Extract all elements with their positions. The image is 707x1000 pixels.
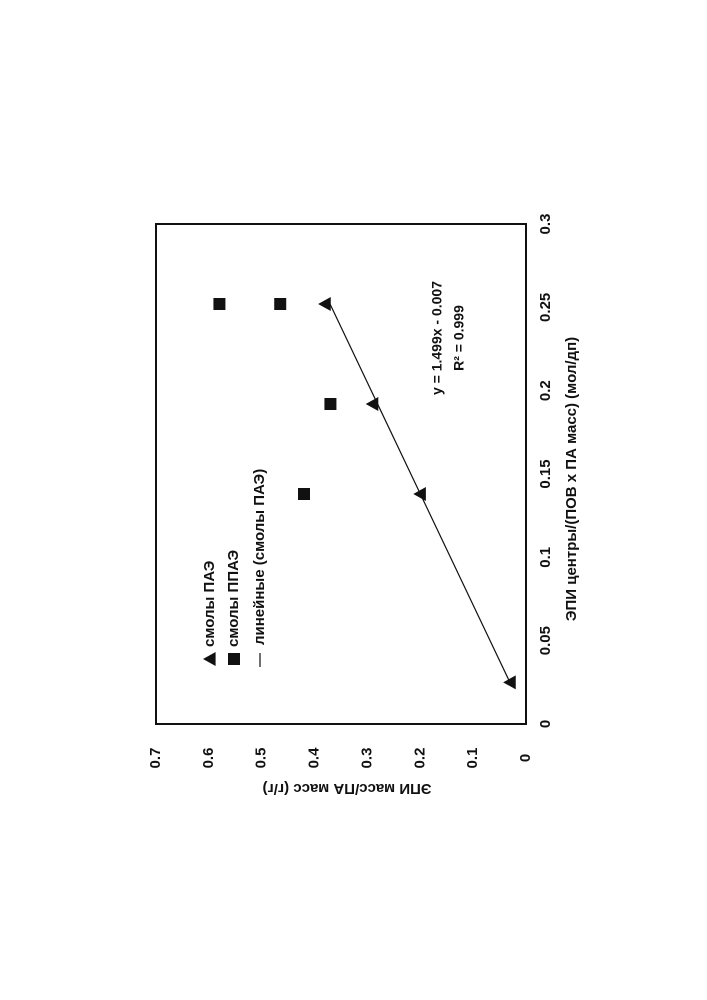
triangle-marker	[413, 487, 426, 501]
x-tick-label: 0.05	[537, 626, 554, 655]
x-tick-label: 0.2	[537, 380, 554, 401]
y-tick-label: 0.6	[200, 748, 217, 769]
x-tick-label: 0.3	[537, 214, 554, 235]
x-tick-label: 0.15	[537, 459, 554, 488]
legend-label: смолы ППАЭ	[225, 549, 242, 647]
legend-label: линейные (смолы ПАЭ)	[251, 469, 268, 645]
triangle-marker	[366, 397, 379, 411]
y-tick-label: 0.2	[411, 748, 428, 769]
y-tick-label: 0.5	[253, 748, 270, 769]
x-tick-label: 0.1	[537, 547, 554, 568]
chart-root: 0 0.05 0.1 0.15 0.2 0.25 0.3 0 0.1 0.2 0.3 0.4 0.5 0.…	[147, 214, 580, 797]
square-marker	[228, 653, 240, 665]
y-tick-label: 0.1	[464, 748, 481, 769]
y-tick-label: 0.7	[147, 748, 164, 769]
triangle-marker	[203, 652, 216, 666]
x-tick-label: 0	[537, 720, 554, 728]
y-axis-title: ЭПИ масс/ПА масс (г/г)	[262, 780, 431, 797]
square-marker	[213, 298, 225, 310]
x-axis-title: ЭПИ центры/(ПОВ x ПА масс) (мол/дп)	[563, 337, 580, 621]
y-tick-label: 0.4	[306, 747, 323, 769]
plot-frame	[156, 224, 526, 724]
y-tick-label: 0.3	[358, 748, 375, 769]
square-marker	[298, 488, 310, 500]
legend-label: смолы ПАЭ	[201, 560, 218, 647]
triangle-marker	[318, 297, 331, 311]
triangle-marker	[503, 675, 516, 689]
square-marker	[324, 398, 336, 410]
y-tick-label: 0	[517, 754, 534, 762]
x-tick-label: 0.25	[537, 293, 554, 322]
trendline-equation: y = 1.499x - 0.007	[429, 281, 445, 395]
square-marker	[274, 298, 286, 310]
trendline-r-squared: R² = 0.999	[451, 305, 467, 371]
